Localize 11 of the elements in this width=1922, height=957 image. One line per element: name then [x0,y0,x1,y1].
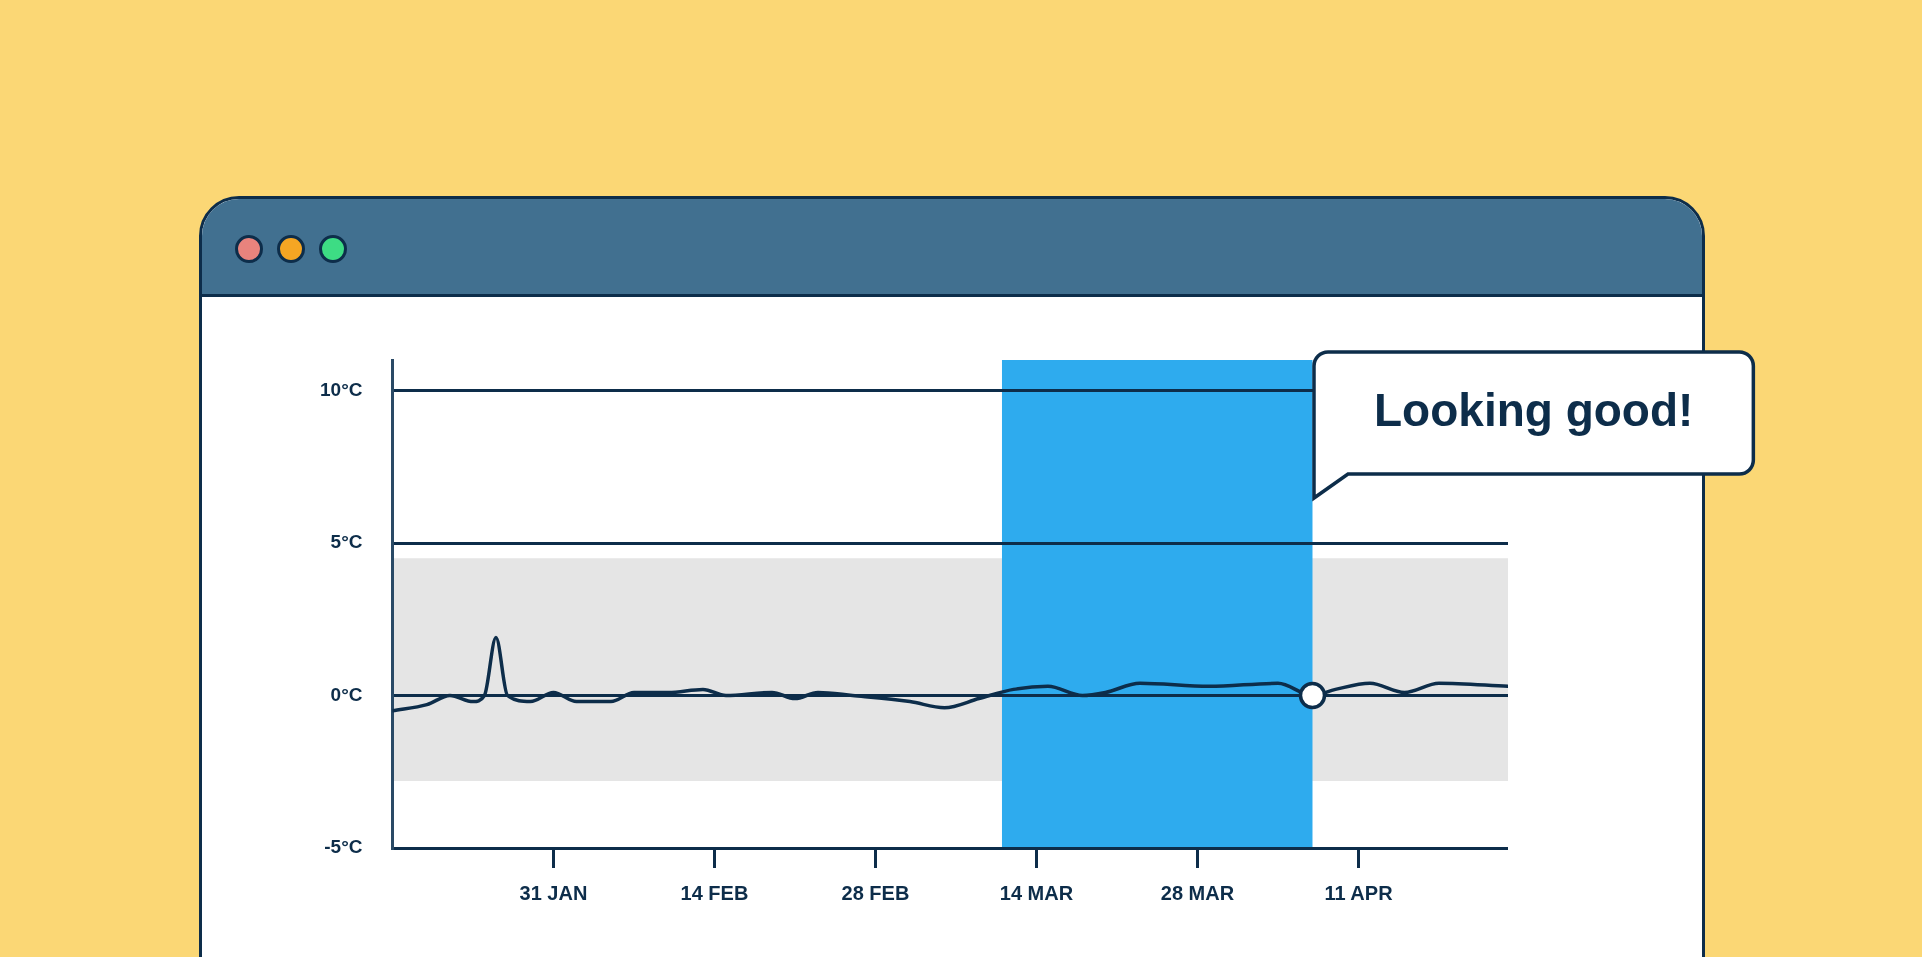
y-tick-label: -5°C [324,836,363,858]
y-tick-label: 5°C [330,531,363,553]
x-tick-label: 14 MAR [999,881,1074,904]
x-tick-label: 28 MAR [1160,881,1235,904]
x-tick-label: 14 FEB [680,881,749,904]
annotation: Looking good! [1374,383,1694,436]
y-tick-label: 0°C [330,683,363,705]
y-tick-label: 10°C [320,378,363,400]
x-tick-label: 11 APR [1324,881,1394,904]
x-tick-label: 28 FEB [841,881,910,904]
x-tick-label: 31 JAN [519,881,588,904]
